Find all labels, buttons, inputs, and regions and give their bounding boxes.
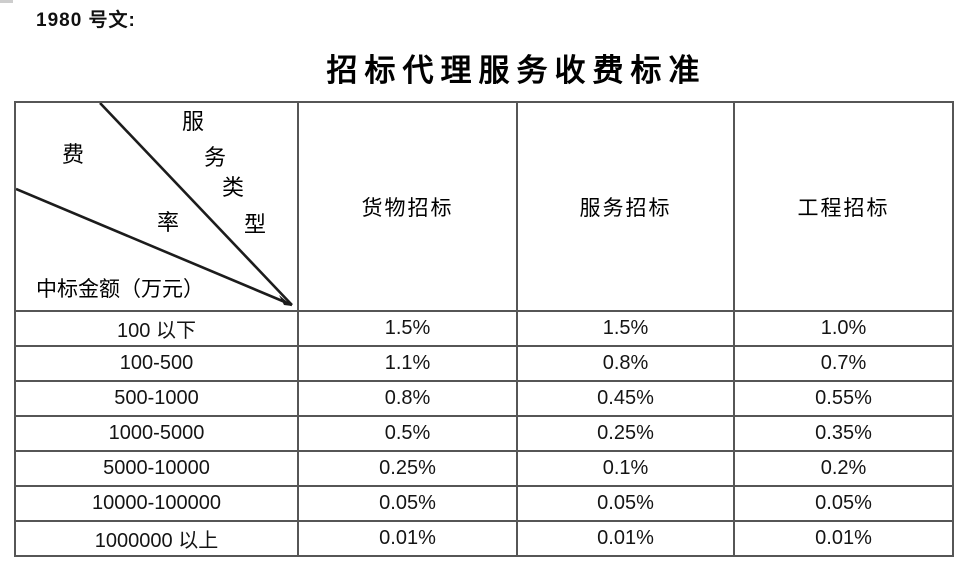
fee-value-cell: 0.7% xyxy=(733,345,954,382)
row-label: 1000000 以上 xyxy=(14,520,299,557)
corner-service-type-char: 类 xyxy=(222,175,245,200)
fee-value-cell: 0.1% xyxy=(516,450,735,487)
row-label: 1000-5000 xyxy=(14,415,299,452)
table-row: 5000-10000 0.25% 0.1% 0.2% xyxy=(14,450,954,487)
fee-value-cell: 0.05% xyxy=(733,485,954,522)
row-label: 500-1000 xyxy=(14,380,299,417)
corner-service-type-char: 务 xyxy=(204,145,227,170)
table-row: 1000-5000 0.5% 0.25% 0.35% xyxy=(14,415,954,452)
table-row: 100-500 1.1% 0.8% 0.7% xyxy=(14,345,954,382)
fee-value-cell: 1.1% xyxy=(297,345,518,382)
fee-value-cell: 0.05% xyxy=(297,485,518,522)
fee-value-cell: 0.8% xyxy=(297,380,518,417)
column-header-goods: 货物招标 xyxy=(297,101,518,312)
fee-value-cell: 0.45% xyxy=(516,380,735,417)
fee-value-cell: 0.05% xyxy=(516,485,735,522)
fee-value-cell: 0.25% xyxy=(516,415,735,452)
fee-value-cell: 1.5% xyxy=(516,310,735,347)
table-row: 1000000 以上 0.01% 0.01% 0.01% xyxy=(14,520,954,557)
diagonal-corner-cell: 服 务 类 型 费 率 中标金额（万元） xyxy=(14,101,299,312)
column-header-engineering: 工程招标 xyxy=(733,101,954,312)
corner-fee-rate-char: 费 xyxy=(62,142,85,167)
diagonal-corner-content: 服 务 类 型 费 率 中标金额（万元） xyxy=(17,104,296,309)
fee-value-cell: 0.2% xyxy=(733,450,954,487)
row-label: 100-500 xyxy=(14,345,299,382)
fee-value-cell: 0.01% xyxy=(733,520,954,557)
diagonal-divider-lines xyxy=(17,104,293,307)
arrowhead-icon xyxy=(279,295,292,306)
fee-value-cell: 0.55% xyxy=(733,380,954,417)
corner-amount-label: 中标金额（万元） xyxy=(36,277,204,301)
table-row: 10000-100000 0.05% 0.05% 0.05% xyxy=(14,485,954,522)
fee-value-cell: 0.35% xyxy=(733,415,954,452)
corner-service-type-char: 服 xyxy=(182,109,205,134)
fee-value-cell: 1.5% xyxy=(297,310,518,347)
fee-value-cell: 0.01% xyxy=(297,520,518,557)
table-header-row: 服 务 类 型 费 率 中标金额（万元） 货物招标 服务招标 工程招标 xyxy=(14,101,954,312)
fee-value-cell: 0.5% xyxy=(297,415,518,452)
row-label: 5000-10000 xyxy=(14,450,299,487)
corner-fee-rate-char: 率 xyxy=(157,210,180,235)
corner-service-type-char: 型 xyxy=(244,212,267,237)
table-row: 500-1000 0.8% 0.45% 0.55% xyxy=(14,380,954,417)
fee-value-cell: 1.0% xyxy=(733,310,954,347)
row-label: 100 以下 xyxy=(14,310,299,347)
screenshot-edge-artifact xyxy=(0,0,13,3)
doc-number: 1980 号文: xyxy=(36,10,136,31)
fee-value-cell: 0.25% xyxy=(297,450,518,487)
fee-standard-table: 服 务 类 型 费 率 中标金额（万元） 货物招标 服务招标 工程招标 100 … xyxy=(14,101,954,557)
page-title: 招标代理服务收费标准 xyxy=(326,53,707,88)
fee-value-cell: 0.01% xyxy=(516,520,735,557)
column-header-service: 服务招标 xyxy=(516,101,735,312)
table-row: 100 以下 1.5% 1.5% 1.0% xyxy=(14,310,954,347)
fee-value-cell: 0.8% xyxy=(516,345,735,382)
row-label: 10000-100000 xyxy=(14,485,299,522)
